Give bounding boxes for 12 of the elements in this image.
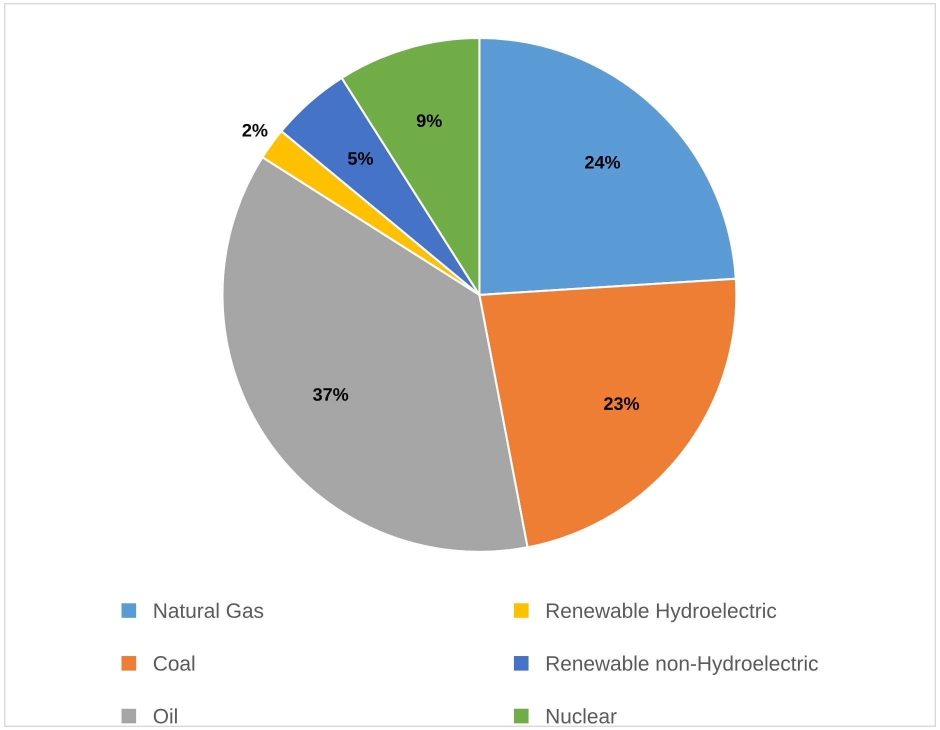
legend-label: Renewable Hydroelectric: [546, 602, 776, 622]
data-label: 23%: [604, 397, 640, 410]
legend-label: Nuclear: [546, 708, 617, 724]
data-label: 5%: [348, 152, 374, 165]
legend-label: Natural Gas: [154, 602, 264, 618]
legend-label: Renewable non-Hydroelectric: [546, 656, 818, 675]
data-label: 2%: [242, 124, 268, 137]
data-label: 24%: [585, 156, 620, 169]
legend-label: Coal: [154, 656, 194, 671]
data-label: 9%: [416, 114, 442, 128]
data-label: 37%: [312, 388, 348, 401]
legend-label: Oil: [154, 708, 177, 724]
